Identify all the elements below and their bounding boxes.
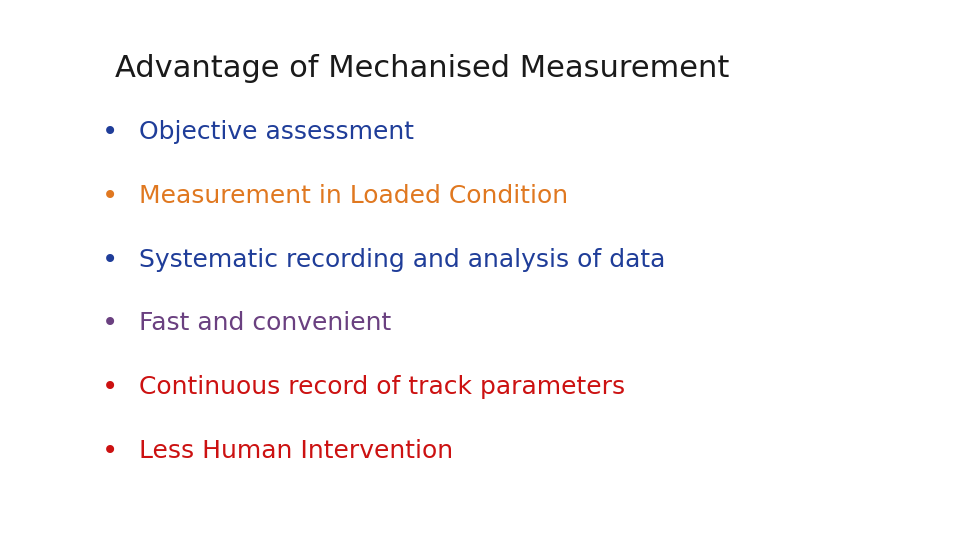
Text: Measurement in Loaded Condition: Measurement in Loaded Condition bbox=[139, 184, 568, 208]
Text: Less Human Intervention: Less Human Intervention bbox=[139, 439, 453, 463]
Text: •: • bbox=[103, 309, 118, 338]
Text: Fast and convenient: Fast and convenient bbox=[139, 312, 392, 335]
Text: •: • bbox=[103, 246, 118, 274]
Text: •: • bbox=[103, 373, 118, 401]
Text: •: • bbox=[103, 437, 118, 465]
Text: Advantage of Mechanised Measurement: Advantage of Mechanised Measurement bbox=[115, 54, 730, 83]
Text: Systematic recording and analysis of data: Systematic recording and analysis of dat… bbox=[139, 248, 665, 272]
Text: •: • bbox=[103, 182, 118, 210]
Text: Continuous record of track parameters: Continuous record of track parameters bbox=[139, 375, 625, 399]
Text: Objective assessment: Objective assessment bbox=[139, 120, 414, 144]
Text: •: • bbox=[103, 118, 118, 146]
